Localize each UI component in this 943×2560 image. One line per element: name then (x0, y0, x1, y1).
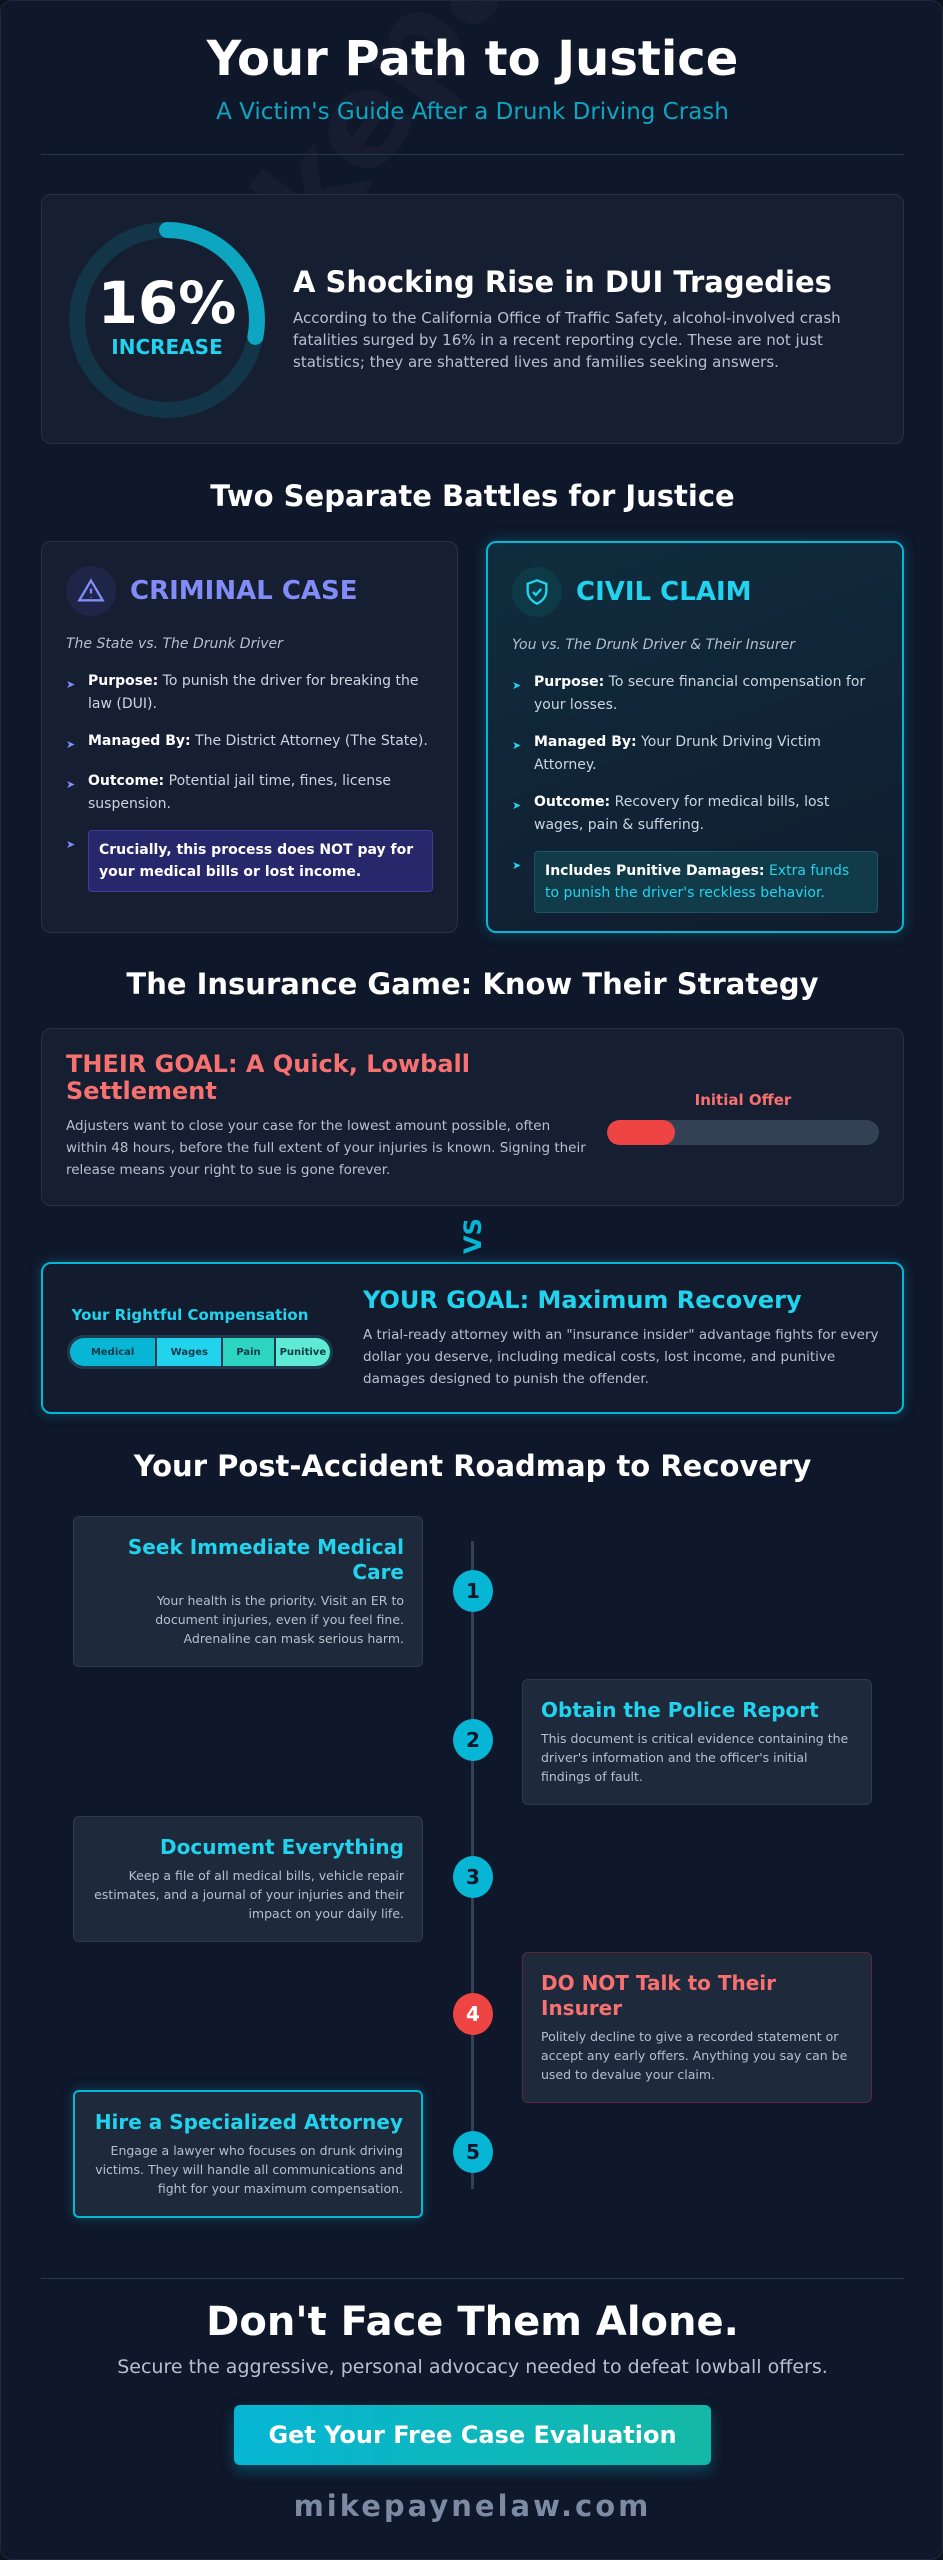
civil-claim-card: CIVIL CLAIM You vs. The Drunk Driver & T… (486, 541, 904, 933)
stat-label: INCREASE (111, 335, 223, 359)
criminal-callout: Crucially, this process does NOT pay for… (88, 830, 433, 892)
item-label: Outcome: (88, 773, 165, 789)
step-body: Politely decline to give a recorded stat… (541, 2029, 848, 2082)
compensation-segment: Punitive (275, 1338, 330, 1366)
warning-triangle-icon (66, 566, 116, 616)
your-goal-body: A trial-ready attorney with an "insuranc… (363, 1327, 879, 1387)
battles-title: Two Separate Battles for Justice (210, 479, 735, 513)
step-body: Engage a lawyer who focuses on drunk dri… (95, 2143, 403, 2196)
step-number: 5 (453, 2131, 493, 2173)
site-link[interactable]: mikepaynelaw.com (293, 2489, 652, 2523)
vs-label: VS (459, 1218, 487, 1254)
civil-title: CIVIL CLAIM (576, 577, 752, 607)
chevron-right-icon: ➤ (66, 778, 76, 791)
chevron-right-icon: ➤ (512, 679, 522, 692)
item-text: The District Attorney (The State). (190, 733, 428, 749)
their-goal-card: THEIR GOAL: A Quick, Lowball Settlement … (41, 1028, 904, 1206)
item-text: Recovery for medical bills, lost wages, … (534, 794, 830, 833)
stat-value: 16% (97, 269, 237, 337)
compensation-segment: Wages (157, 1338, 222, 1366)
criminal-case-card: CRIMINAL CASE The State vs. The Drunk Dr… (41, 541, 458, 933)
list-item: ➤ Managed By: The District Attorney (The … (66, 730, 433, 756)
item-text: To punish the driver for breaking the la… (88, 673, 419, 712)
roadmap-title: Your Post-Accident Roadmap to Recovery (133, 1449, 812, 1483)
list-item: ➤ Purpose: To punish the driver for break… (66, 670, 433, 716)
step-title: Hire a Specialized Attorney (94, 2110, 403, 2134)
divider (41, 2278, 904, 2279)
list-item: ➤ Outcome: Potential jail time, fines, li… (66, 770, 433, 816)
chevron-right-icon: ➤ (512, 859, 522, 872)
chevron-right-icon: ➤ (512, 799, 522, 812)
step-number: 3 (453, 1856, 493, 1898)
item-text: To secure financial compensation for you… (534, 674, 866, 713)
compensation-bar: Medical Wages Pain Punitive (67, 1335, 333, 1369)
ring-fill (69, 222, 265, 418)
offer-bar-label: Initial Offer (694, 1091, 792, 1109)
progress-ring (69, 222, 265, 418)
step-number: 1 (453, 1570, 493, 1612)
list-item: ➤ Purpose: To secure financial compensati… (512, 671, 878, 717)
criminal-title: CRIMINAL CASE (130, 576, 358, 606)
item-label: Outcome: (534, 794, 611, 810)
civil-subtitle: You vs. The Drunk Driver & Their Insurer (512, 637, 796, 653)
free-case-evaluation-button[interactable]: Get Your Free Case Evaluation (234, 2405, 711, 2465)
insurance-title: The Insurance Game: Know Their Strategy (126, 967, 819, 1001)
civil-callout-text: Extra funds to punish the driver's reckl… (545, 863, 850, 901)
divider (41, 154, 904, 155)
compensation-bar-label: Your Rightful Compensation (71, 1306, 309, 1324)
item-text: Potential jail time, fines, license susp… (88, 773, 392, 812)
list-item: ➤ Managed By: Your Drunk Driving Victim A… (512, 731, 878, 777)
step-title: Document Everything (160, 1835, 404, 1859)
step-title: Seek Immediate Medical Care (127, 1535, 404, 1584)
step-title: Obtain the Police Report (541, 1698, 819, 1722)
your-goal-card: Your Rightful Compensation Medical Wages P… (41, 1262, 904, 1414)
step-body: Your health is the priority. Visit an ER… (155, 1593, 404, 1646)
item-label: Purpose: (88, 673, 159, 689)
item-label: Managed By: (88, 733, 191, 749)
page-subtitle: A Victim's Guide After a Drunk Driving C… (216, 99, 729, 125)
civil-callout-label: Includes Punitive Damages: (545, 863, 765, 879)
offer-bar-fill (607, 1120, 675, 1145)
stat-card: 16% INCREASE A Shocking Rise in DUI Trag… (41, 194, 904, 444)
roadmap-step: DO NOT Talk to Their Insurer Politely dec… (522, 1952, 872, 2103)
your-goal-title: YOUR GOAL: Maximum Recovery (363, 1286, 802, 1314)
cta-title: Don't Face Them Alone. (206, 2299, 739, 2345)
item-label: Managed By: (534, 734, 637, 750)
chevron-right-icon: ➤ (66, 838, 76, 851)
roadmap-step: Document Everything Keep a file of all me… (73, 1816, 423, 1942)
chevron-right-icon: ➤ (66, 738, 76, 751)
their-goal-body: Adjusters want to close your case for th… (66, 1118, 586, 1178)
stat-title: A Shocking Rise in DUI Tragedies (293, 265, 832, 299)
list-item: ➤ Outcome: Recovery for medical bills, lo… (512, 791, 878, 837)
compensation-segment: Medical (70, 1338, 156, 1366)
page-title: Your Path to Justice (206, 31, 739, 87)
step-body: Keep a file of all medical bills, vehicl… (94, 1868, 404, 1921)
compensation-segment: Pain (223, 1338, 274, 1366)
step-number: 2 (453, 1719, 493, 1761)
offer-bar (607, 1120, 879, 1145)
step-number: 4 (453, 1993, 493, 2035)
item-label: Purpose: (534, 674, 605, 690)
shield-check-icon (512, 567, 562, 617)
stat-body: According to the California Office of Tr… (293, 309, 841, 371)
roadmap-step: Obtain the Police Report This document is… (522, 1679, 872, 1805)
cta-subtitle: Secure the aggressive, personal advocacy… (117, 2356, 828, 2378)
criminal-subtitle: The State vs. The Drunk Driver (66, 636, 283, 652)
their-goal-title: THEIR GOAL: A Quick, Lowball Settlement (66, 1050, 470, 1105)
step-title: DO NOT Talk to Their Insurer (541, 1971, 777, 2020)
civil-callout: Includes Punitive Damages: Extra funds t… (534, 851, 878, 913)
item-text: Your Drunk Driving Victim Attorney. (534, 734, 821, 773)
step-body: This document is critical evidence conta… (541, 1731, 849, 1784)
chevron-right-icon: ➤ (512, 739, 522, 752)
roadmap-step: Hire a Specialized Attorney Engage a lawy… (73, 2090, 423, 2218)
roadmap-step: Seek Immediate Medical Care Your health i… (73, 1516, 423, 1667)
chevron-right-icon: ➤ (66, 678, 76, 691)
